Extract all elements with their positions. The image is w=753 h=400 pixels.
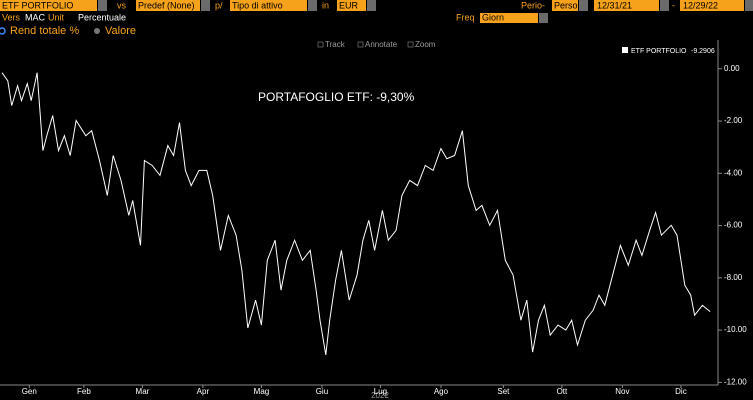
x-tick-label: Gen xyxy=(22,387,37,396)
legend-swatch xyxy=(622,47,628,53)
x-tick-label: Mar xyxy=(136,387,150,396)
x-tick-label: Feb xyxy=(77,387,91,396)
x-tick-label: Mag xyxy=(254,387,270,396)
label: Perio- xyxy=(521,0,545,10)
legend-label: ETF PORTFOLIO xyxy=(631,48,687,55)
dropdown[interactable] xyxy=(539,13,548,23)
tool-icon xyxy=(407,41,414,48)
end-date[interactable]: 12/29/22 xyxy=(683,0,718,10)
tool-icon xyxy=(317,41,324,48)
label: p/ xyxy=(215,0,223,10)
value: MAC xyxy=(25,12,46,22)
dropdown[interactable] xyxy=(660,0,669,11)
dropdown[interactable] xyxy=(579,0,588,11)
x-tick-label: Apr xyxy=(197,387,210,396)
radio-label[interactable]: Valore xyxy=(105,25,136,37)
label: vs xyxy=(117,0,127,10)
benchmark[interactable]: Predef (None) xyxy=(138,0,195,10)
label: Freq xyxy=(456,12,475,22)
y-tick-label: -6.00 xyxy=(724,221,743,230)
radio[interactable] xyxy=(94,28,100,34)
y-tick-label: -10.00 xyxy=(724,325,747,334)
security[interactable]: ETF PORTFOLIO xyxy=(2,0,73,10)
label: - xyxy=(672,0,675,10)
value: Percentuale xyxy=(78,12,126,22)
dropdown[interactable] xyxy=(367,0,376,11)
year-label: 2022 xyxy=(371,391,389,400)
x-tick-label: Nov xyxy=(615,387,629,396)
tool-icon xyxy=(357,41,364,48)
legend-value: -9.2906 xyxy=(691,48,715,55)
x-tick-label: Ago xyxy=(434,387,449,396)
chart-tool: Track xyxy=(325,40,346,49)
asset-type-field[interactable] xyxy=(230,0,307,11)
annotation: PORTAFOGLIO ETF: -9,30% xyxy=(258,90,415,104)
x-tick-label: Set xyxy=(497,387,510,396)
period[interactable]: Perso xyxy=(554,0,578,10)
y-tick-label: -12.00 xyxy=(724,377,747,386)
benchmark-field[interactable] xyxy=(136,0,200,11)
chart-tool: Zoom xyxy=(415,40,436,49)
chart-tool: Annotate xyxy=(365,40,398,49)
currency-field[interactable] xyxy=(337,0,366,11)
start-date-field[interactable] xyxy=(594,0,659,11)
label: Unit xyxy=(48,12,65,22)
line-series xyxy=(1,72,711,355)
end-date-field[interactable] xyxy=(680,0,744,11)
period-field[interactable] xyxy=(552,0,578,11)
dropdown[interactable] xyxy=(98,0,107,11)
radio-label[interactable]: Rend totale % xyxy=(10,25,79,37)
security-field[interactable] xyxy=(0,0,97,11)
label: in xyxy=(322,0,329,10)
dropdown[interactable] xyxy=(308,0,317,11)
freq-field[interactable] xyxy=(480,13,538,23)
label: Vers xyxy=(2,12,21,22)
x-tick-label: Lug xyxy=(374,387,387,396)
y-tick-label: -4.00 xyxy=(724,168,743,177)
dropdown[interactable] xyxy=(745,0,753,11)
currency[interactable]: EUR xyxy=(339,0,359,10)
start-date[interactable]: 12/31/21 xyxy=(597,0,632,10)
y-tick-label: -2.00 xyxy=(724,116,743,125)
freq[interactable]: Giorn xyxy=(482,12,504,22)
y-tick-label: -8.00 xyxy=(724,273,743,282)
asset-type[interactable]: Tipo di attivo xyxy=(232,0,283,10)
x-tick-label: Ott xyxy=(557,387,568,396)
radio-selected[interactable] xyxy=(0,27,6,35)
dropdown[interactable] xyxy=(201,0,210,11)
x-tick-label: Dic xyxy=(675,387,687,396)
y-tick-label: 0.00 xyxy=(724,64,740,73)
x-tick-label: Giu xyxy=(316,387,328,396)
